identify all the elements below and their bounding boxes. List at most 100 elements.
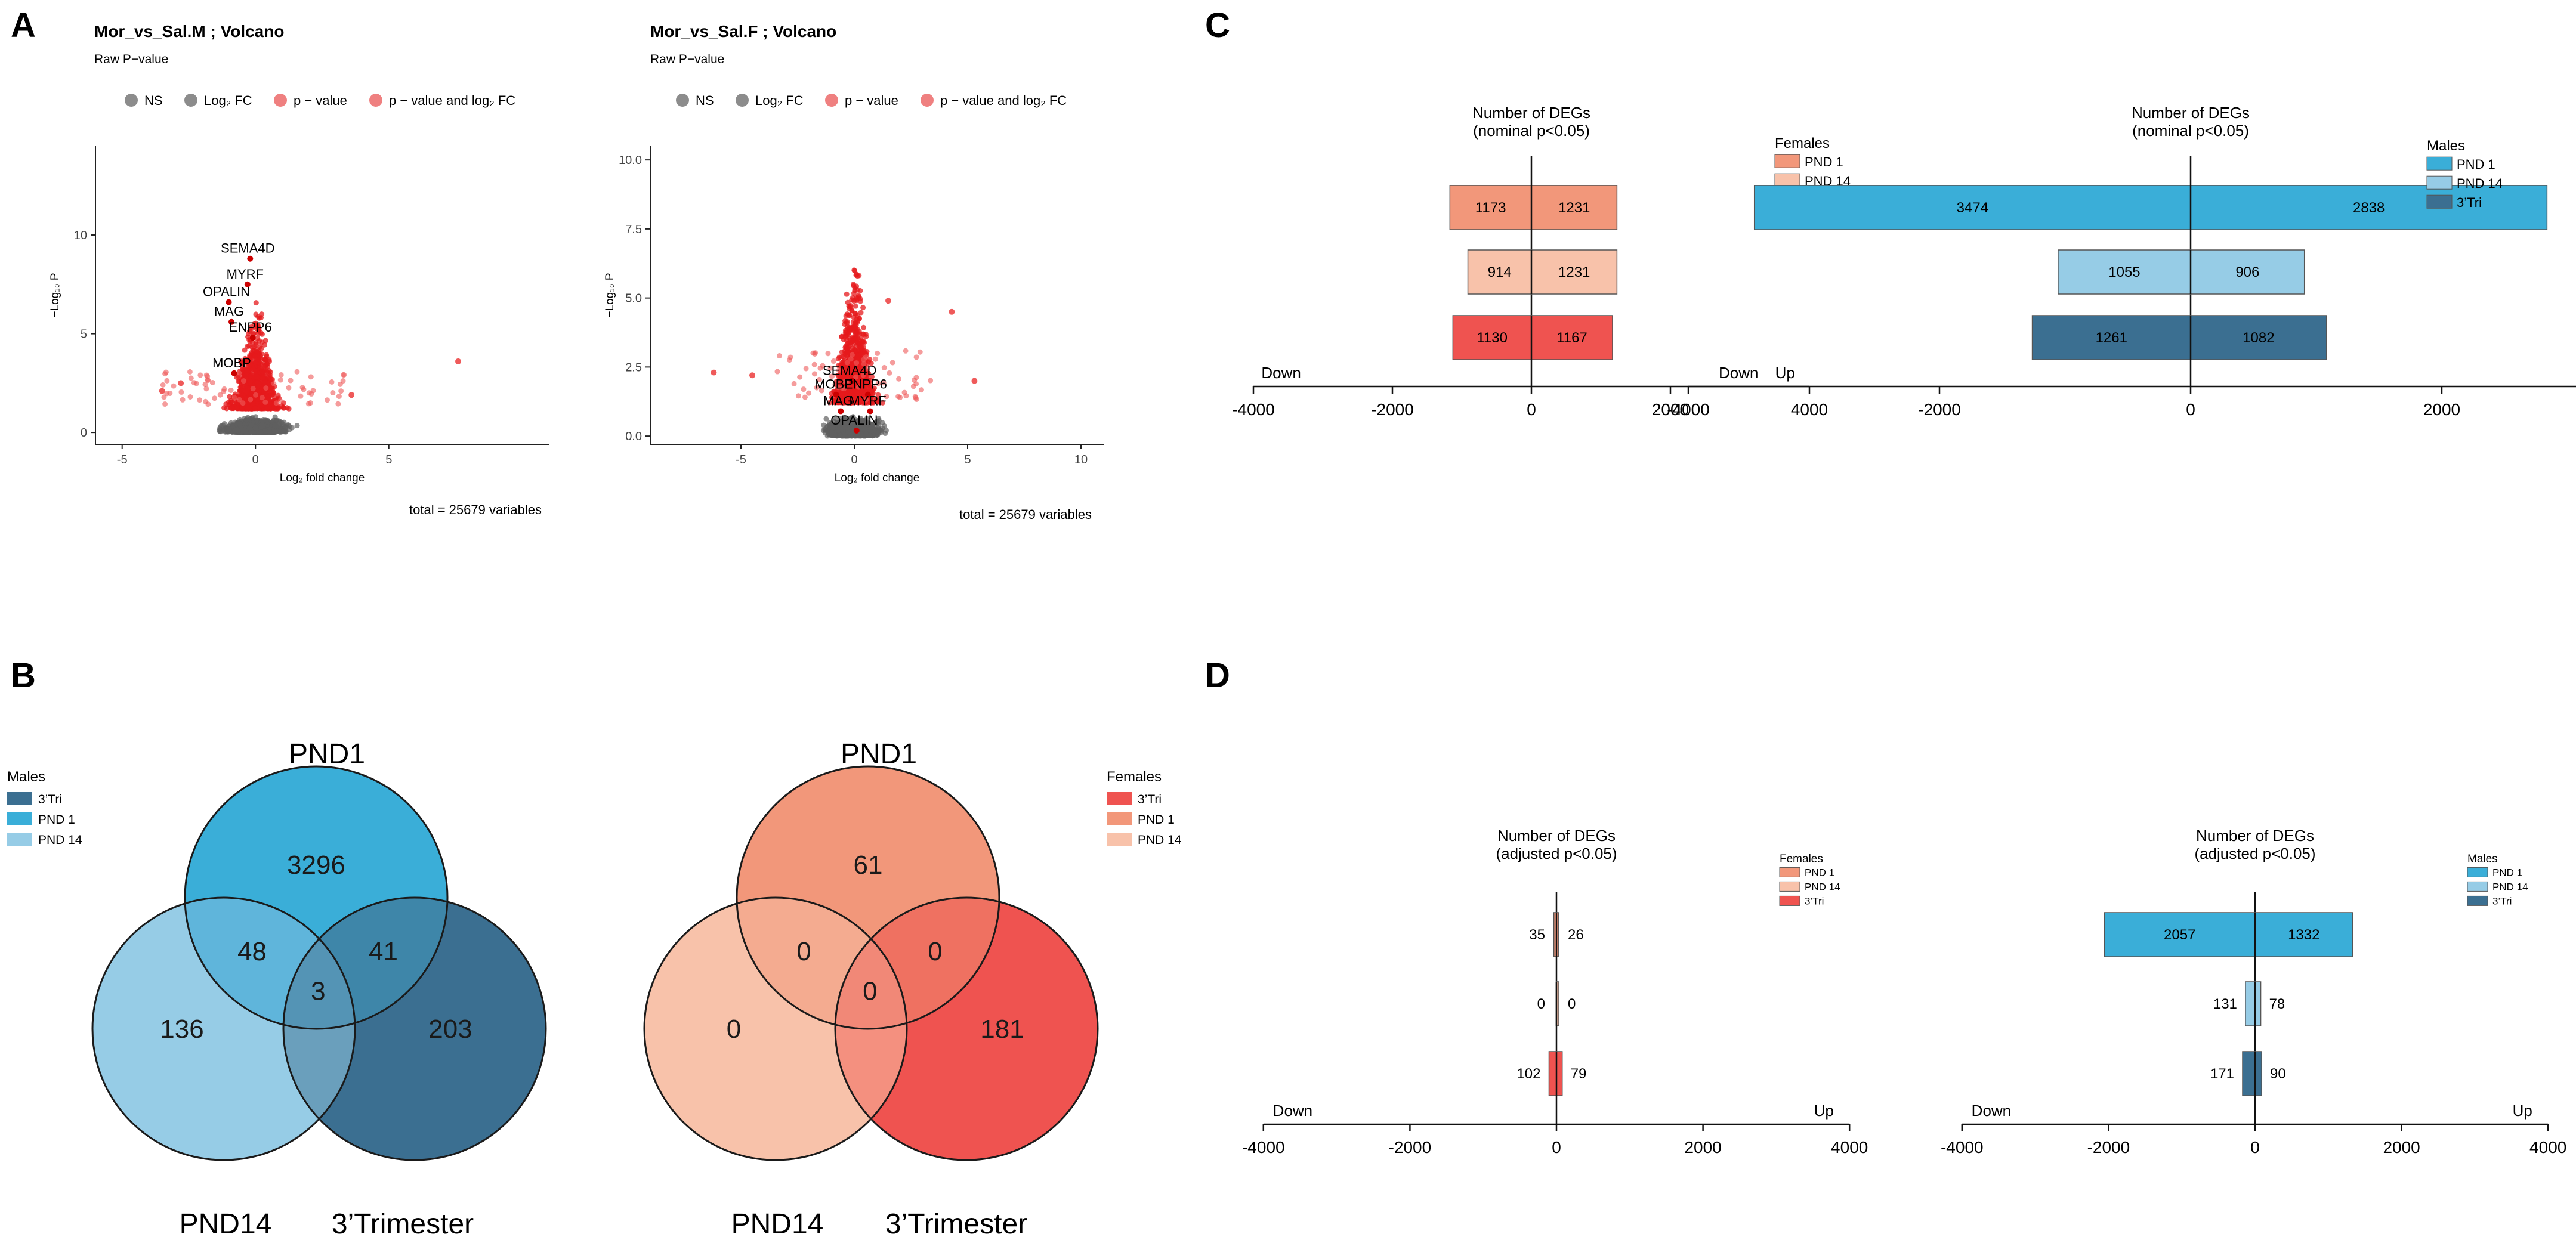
bar-label-up: 78	[2269, 996, 2285, 1012]
bar-label-up: 906	[2235, 264, 2259, 280]
venn-set-label-pnd14: PND14	[180, 1208, 272, 1240]
legend-label: Log₂ FC	[204, 93, 252, 108]
venn-count-all: 3	[311, 977, 325, 1006]
bar-legend-label: PND 14	[1805, 881, 1840, 892]
gene-point	[849, 378, 855, 384]
x-tick-label: -2000	[1389, 1138, 1432, 1156]
venn-legend-swatch	[7, 833, 32, 846]
y-tick-label: 10	[74, 229, 87, 242]
gene-point	[833, 391, 839, 398]
gene-point	[228, 318, 234, 325]
bar-legend-swatch	[1774, 154, 1800, 168]
gene-label: MYRF	[227, 267, 264, 282]
gene-point	[247, 255, 254, 262]
bar-legend-label: 3’Tri	[2492, 895, 2512, 907]
venn-legend-title: Females	[1107, 769, 1162, 785]
legend-dot	[676, 94, 689, 107]
venn-outline	[282, 896, 547, 1161]
bar-pnd14	[2245, 981, 2262, 1026]
gene-label: ENPP6	[229, 320, 272, 335]
y-tick-label: 7.5	[625, 223, 642, 236]
venn-region-ac	[835, 898, 999, 1029]
venn-count-pnd14-only: 136	[160, 1015, 203, 1044]
bar-label-down: 171	[2210, 1066, 2234, 1082]
legend-label: NS	[144, 93, 163, 108]
volcano-caption: total = 25679 variables	[959, 507, 1092, 522]
x-tick-label: 0	[2186, 400, 2195, 419]
bar-3tri	[2242, 1051, 2262, 1096]
bar-3tri	[2031, 315, 2327, 360]
bar-title-line2: (adjusted p<0.05)	[1496, 845, 1617, 862]
bar-legend-title: Males	[2467, 853, 2498, 865]
x-tick-label: 2000	[1684, 1138, 1721, 1156]
venn-legend-label: PND 14	[1138, 833, 1182, 847]
bar-legend-title: Females	[1775, 135, 1830, 151]
venn-region-ab	[185, 898, 355, 1029]
bar-title-line2: (nominal p<0.05)	[1473, 122, 1590, 140]
volcano_female: Mor_vs_Sal.F ; Volcano Raw P−value NS Log₂ …	[604, 22, 1104, 522]
x-tick-label: 4000	[1831, 1138, 1868, 1156]
gene-label: SEMA4D	[221, 241, 274, 256]
bar-legend-label: PND 1	[2457, 157, 2495, 172]
legend-label: p − value and log₂ FC	[389, 93, 515, 108]
bar-legend-swatch	[1779, 867, 1800, 877]
panel-letter-a: A	[11, 6, 36, 45]
bar-legend-label: 3’Tri	[2457, 195, 2482, 210]
venn-count-pnd1-pnd14: 48	[237, 937, 267, 966]
venn-legend-swatch	[1107, 833, 1132, 846]
venn-count-pnd1-only: 3296	[287, 851, 345, 880]
bar-pnd1	[1449, 185, 1618, 230]
venn-legend-swatch	[1107, 812, 1132, 825]
venn-count-pnd1-pnd14: 0	[796, 937, 811, 966]
gene-label: OPALIN	[203, 285, 250, 299]
y-tick-label: 10.0	[619, 154, 642, 167]
venn_males: 3296 136 203 48 41 3 PND1 PND14 3’Trimester Males…	[7, 738, 547, 1240]
venn-legend-label: 3’Tri	[38, 793, 62, 806]
bar-legend-label: PND 14	[2492, 881, 2528, 892]
bar-label-up: 90	[2270, 1066, 2286, 1082]
degs_nominal_males: Number of DEGs(nominal p<0.05) 3474 2838 10…	[1667, 104, 2576, 419]
bar-legend-title: Females	[1780, 853, 1823, 865]
legend-dot	[825, 94, 838, 107]
venn-legend-swatch	[7, 812, 32, 825]
legend-label: Log₂ FC	[755, 93, 804, 108]
bar-legend-swatch	[2467, 895, 2488, 906]
x-tick-label: 5	[964, 453, 971, 466]
bar-label-down: 1173	[1475, 200, 1506, 216]
bar-label-down: 1130	[1477, 330, 1508, 346]
x-axis-label: Log₂ fold change	[835, 472, 920, 484]
legend-label: p − value and log₂ FC	[940, 93, 1067, 108]
bar-legend-swatch	[1774, 173, 1800, 187]
venn-count-pnd1-3tri: 0	[928, 937, 942, 966]
x-tick-label: 0	[1527, 400, 1536, 419]
bar-label-up: 2838	[2353, 200, 2385, 216]
bar-3tri	[1452, 315, 1613, 360]
venn-count-pnd1-3tri: 41	[369, 937, 398, 966]
bar-legend-title: Males	[2427, 138, 2465, 154]
x-tick-label: -4000	[1242, 1138, 1285, 1156]
volcano-title: Mor_vs_Sal.M ; Volcano	[94, 22, 284, 41]
bar-legend-swatch	[2426, 194, 2453, 209]
gene-point	[867, 408, 873, 415]
legend-dot	[369, 94, 382, 107]
x-label-down: Down	[1972, 1102, 2011, 1120]
outlier-point	[159, 388, 165, 394]
x-tick-label: 0	[1552, 1138, 1561, 1156]
x-label-down: Down	[1261, 364, 1301, 382]
bar-label-down: 102	[1516, 1066, 1540, 1082]
outlier-point	[749, 372, 755, 379]
bar-label-up: 0	[1568, 996, 1576, 1012]
x-tick-label: 2000	[2423, 400, 2460, 419]
bar-legend-label: PND 14	[2457, 176, 2503, 191]
volcano_male: Mor_vs_Sal.M ; Volcano Raw P−value NS Log₂ …	[49, 22, 549, 517]
bar-pnd1	[2104, 912, 2353, 957]
bar-label-up: 1082	[2243, 330, 2274, 346]
bar-legend-swatch	[2467, 867, 2488, 877]
legend-label: p − value	[294, 93, 347, 108]
x-tick-label: -4000	[1232, 400, 1275, 419]
venn_females: 61 0 181 0 0 0 PND1 PND14 3’Trimester Females 3’Tr…	[643, 738, 1182, 1240]
bar-pnd1	[1753, 185, 2548, 230]
gene-label: SEMA4D	[823, 363, 876, 378]
x-tick-label: 0	[252, 453, 259, 466]
